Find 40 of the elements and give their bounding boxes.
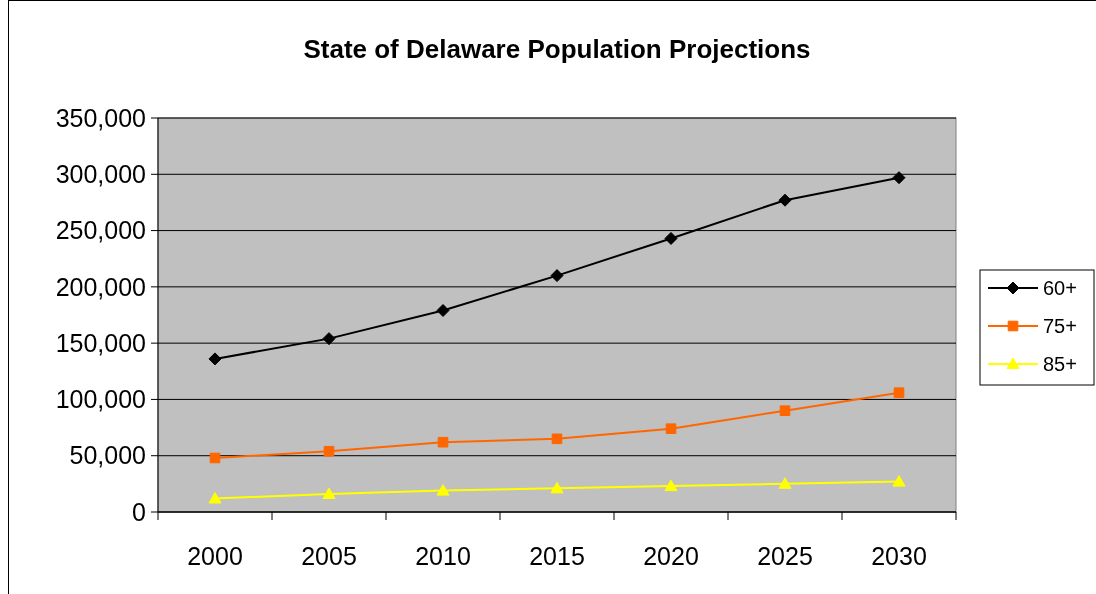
point bbox=[778, 477, 792, 489]
x-tick-label: 2000 bbox=[187, 542, 243, 570]
point bbox=[436, 484, 450, 496]
y-tick-label: 350,000 bbox=[55, 103, 146, 132]
point bbox=[779, 405, 791, 416]
point bbox=[551, 433, 563, 445]
point bbox=[208, 491, 222, 504]
point bbox=[322, 332, 336, 346]
chart-title: State of Delaware Population Projections bbox=[303, 34, 811, 64]
x-tick-label: 2030 bbox=[871, 542, 927, 570]
x-tick-label: 2015 bbox=[529, 542, 585, 570]
y-tick-label: 150,000 bbox=[55, 328, 146, 357]
y-tick-label: 200,000 bbox=[55, 272, 146, 301]
point bbox=[778, 193, 792, 207]
x-tick-label: 2005 bbox=[301, 542, 357, 570]
point bbox=[892, 171, 906, 185]
point bbox=[322, 487, 336, 499]
point bbox=[665, 423, 677, 434]
y-tick-label: 0 bbox=[132, 497, 146, 526]
point bbox=[550, 481, 564, 494]
x-tick-label: 2020 bbox=[643, 542, 699, 570]
y-tick-label: 300,000 bbox=[55, 160, 146, 189]
y-tick-label: 50,000 bbox=[69, 441, 146, 470]
point bbox=[664, 479, 678, 492]
legend-label: 60+ bbox=[1043, 277, 1077, 299]
point bbox=[209, 452, 221, 464]
point bbox=[892, 475, 906, 487]
y-tick-label: 100,000 bbox=[55, 385, 146, 414]
point bbox=[436, 304, 450, 317]
point bbox=[208, 352, 222, 366]
x-tick-label: 2010 bbox=[415, 542, 471, 570]
point bbox=[437, 436, 449, 448]
x-tick-label: 2025 bbox=[757, 542, 813, 570]
point bbox=[893, 387, 905, 398]
point bbox=[664, 231, 678, 245]
point bbox=[323, 445, 335, 457]
legend-label: 85+ bbox=[1043, 353, 1077, 375]
y-tick-label: 250,000 bbox=[55, 216, 146, 245]
point bbox=[550, 269, 564, 283]
legend-label: 75+ bbox=[1043, 315, 1077, 337]
